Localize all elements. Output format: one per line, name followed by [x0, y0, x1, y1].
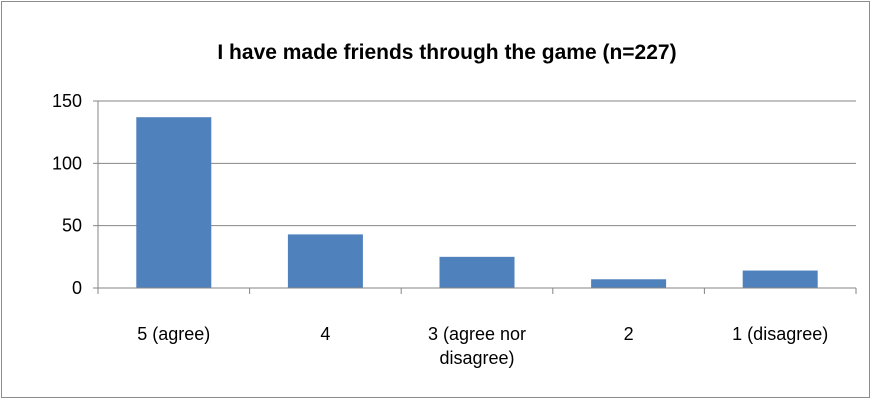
x-category-label: 3 (agree nor disagree)	[428, 324, 526, 368]
y-tick-labels: 0 50 100 150	[52, 91, 82, 298]
x-category-labels: 5 (agree) 4 3 (agree nor disagree) 2 1 (disag…	[137, 324, 828, 368]
y-tick-label: 150	[52, 91, 82, 111]
x-category-label: 5 (agree)	[137, 324, 210, 344]
bar	[439, 256, 515, 288]
chart-title: I have made friends through the game (n=…	[217, 41, 676, 64]
bar	[287, 234, 363, 288]
y-tick-label: 100	[52, 153, 82, 173]
bar	[136, 117, 212, 288]
x-category-label: 1 (disagree)	[732, 324, 828, 344]
axes	[97, 101, 857, 294]
x-category-label: 2	[624, 324, 634, 344]
y-tick-label: 50	[62, 216, 82, 236]
gridlines	[93, 100, 856, 289]
x-category-label: 4	[320, 324, 330, 344]
bar	[742, 270, 818, 288]
bars	[136, 117, 818, 288]
bar	[591, 279, 667, 288]
y-tick-label: 0	[72, 278, 82, 298]
